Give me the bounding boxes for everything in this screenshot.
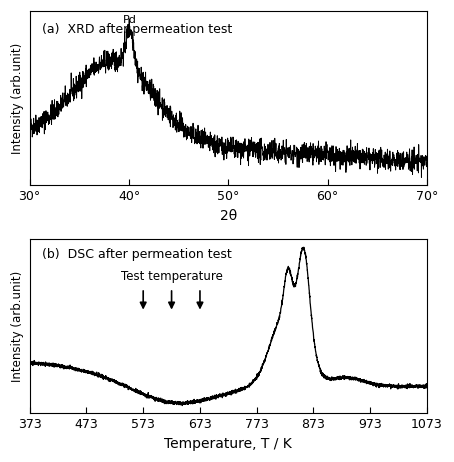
Y-axis label: Intensity (arb.unit): Intensity (arb.unit)	[11, 43, 24, 154]
Text: Pd: Pd	[123, 15, 137, 25]
Text: (b)  DSC after permeation test: (b) DSC after permeation test	[42, 248, 232, 261]
X-axis label: 2θ: 2θ	[220, 209, 237, 223]
X-axis label: Temperature, Τ / K: Temperature, Τ / K	[164, 437, 292, 451]
Text: (a)  XRD after permeation test: (a) XRD after permeation test	[42, 23, 232, 36]
Text: Test temperature: Test temperature	[121, 270, 222, 283]
Y-axis label: Intensity (arb.unit): Intensity (arb.unit)	[11, 271, 24, 382]
